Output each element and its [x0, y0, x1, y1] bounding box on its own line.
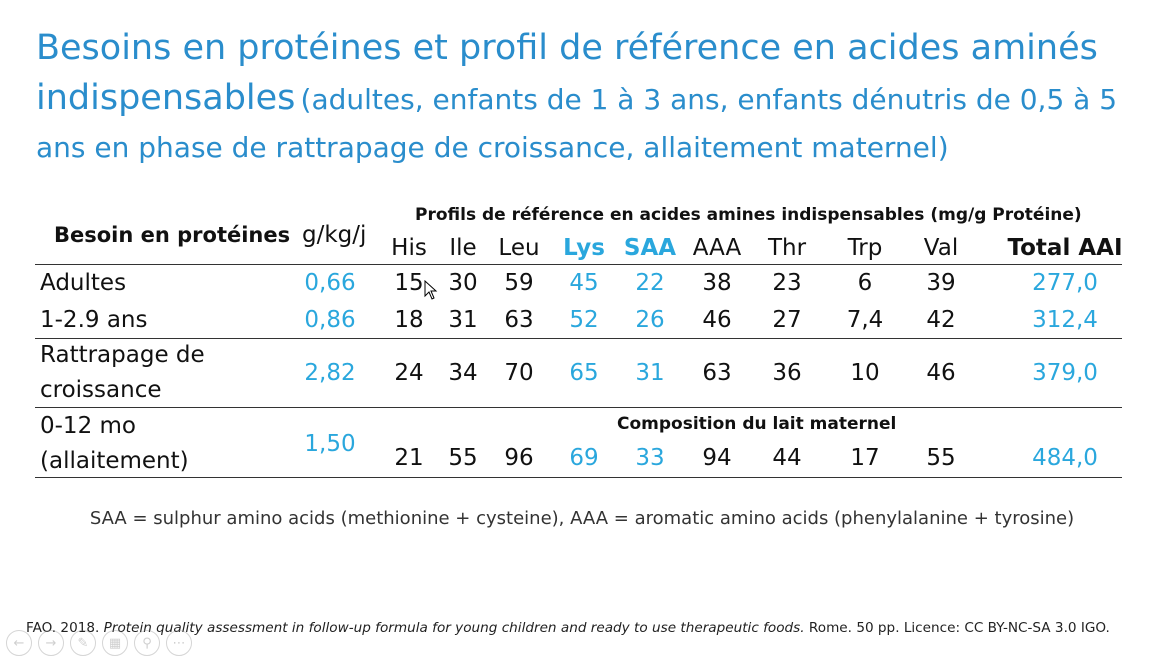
citation-post: Rome. 50 pp. Licence: CC BY-NC-SA 3.0 IG…: [804, 620, 1110, 636]
table-cell: 18: [394, 307, 424, 333]
column-header: Val: [923, 235, 959, 261]
title-sub: (adultes, enfants de 1 à 3 ans, enfants …: [36, 83, 1118, 164]
row-label: 1-2.9 ans: [40, 307, 148, 333]
table-cell: 31: [635, 360, 665, 386]
column-header: Total AAI: [1007, 235, 1123, 261]
column-header: Ile: [449, 235, 477, 261]
table-cell: 27: [772, 307, 802, 333]
row-label: Rattrapage de: [40, 342, 205, 368]
table-cell: 23: [772, 270, 802, 296]
protein-need-header: Besoin en protéines: [54, 223, 291, 247]
abbreviation-note: SAA = sulphur amino acids (methionine + …: [89, 508, 1075, 529]
rule-row2: [35, 338, 1122, 340]
row-label: (allaitement): [40, 448, 189, 474]
rule-row3: [35, 407, 1122, 409]
more-icon[interactable]: ⋯: [166, 630, 192, 656]
row-label: 0-12 mo: [40, 413, 136, 439]
table-cell: 277,0: [1032, 270, 1098, 296]
table-cell: 312,4: [1032, 307, 1098, 333]
table-cell: 46: [926, 360, 956, 386]
column-header: Thr: [767, 235, 807, 261]
citation-title: Protein quality assessment in follow-up …: [103, 620, 805, 636]
table-cell: 30: [448, 270, 478, 296]
rule-header: [35, 264, 1122, 266]
table-cell: 36: [772, 360, 802, 386]
table-cell: 42: [926, 307, 956, 333]
profiles-header: Profils de référence en acides amines in…: [415, 205, 1082, 225]
title-main: Besoins en protéines et profil de référe…: [36, 28, 1098, 118]
unit-header: g/kg/j: [302, 222, 367, 248]
table-cell: 39: [926, 270, 956, 296]
mouse-cursor-icon: [424, 280, 438, 300]
table-cell: 46: [702, 307, 732, 333]
column-header: AAA: [692, 235, 742, 261]
breastmilk-subheader: Composition du lait maternel: [617, 414, 897, 434]
table-cell: 59: [504, 270, 534, 296]
column-header: Lys: [563, 235, 605, 261]
slideshow-toolbar: ← → ✎ ▦ ⚲ ⋯: [6, 630, 192, 656]
slides-icon[interactable]: ▦: [102, 630, 128, 656]
column-header: Leu: [498, 235, 540, 261]
table-cell: 52: [569, 307, 599, 333]
table-cell: 44: [772, 445, 802, 471]
table-cell: 65: [569, 360, 599, 386]
forward-icon[interactable]: →: [38, 630, 64, 656]
column-header: His: [391, 235, 427, 261]
protein-need-value: 0,66: [304, 270, 356, 296]
table-cell: 69: [569, 445, 599, 471]
table-cell: 484,0: [1032, 445, 1098, 471]
table-cell: 63: [504, 307, 534, 333]
rule-bottom: [35, 477, 1122, 479]
table-cell: 21: [394, 445, 424, 471]
slide-title: Besoins en protéines et profil de référe…: [36, 26, 1156, 174]
table-cell: 24: [394, 360, 424, 386]
table-cell: 7,4: [846, 307, 884, 333]
table-cell: 26: [635, 307, 665, 333]
column-header: SAA: [623, 235, 677, 261]
row-label: Adultes: [40, 270, 127, 296]
protein-need-value: 1,50: [304, 431, 356, 457]
table-cell: 34: [448, 360, 478, 386]
table-cell: 45: [569, 270, 599, 296]
table-cell: 63: [702, 360, 732, 386]
protein-need-value: 0,86: [304, 307, 356, 333]
protein-need-value: 2,82: [304, 360, 356, 386]
table-cell: 70: [504, 360, 534, 386]
table-cell: 96: [504, 445, 534, 471]
table-cell: 31: [448, 307, 478, 333]
table-cell: 55: [926, 445, 956, 471]
table-cell: 6: [857, 270, 873, 296]
table-cell: 55: [448, 445, 478, 471]
table-cell: 22: [635, 270, 665, 296]
table-cell: 15: [394, 270, 424, 296]
back-icon[interactable]: ←: [6, 630, 32, 656]
table-cell: 10: [850, 360, 880, 386]
table-cell: 379,0: [1032, 360, 1098, 386]
table-cell: 38: [702, 270, 732, 296]
table-cell: 94: [702, 445, 732, 471]
table-cell: 33: [635, 445, 665, 471]
column-header: Trp: [847, 235, 883, 261]
pen-icon[interactable]: ✎: [70, 630, 96, 656]
table-cell: 17: [850, 445, 880, 471]
row-label: croissance: [40, 377, 162, 403]
zoom-icon[interactable]: ⚲: [134, 630, 160, 656]
